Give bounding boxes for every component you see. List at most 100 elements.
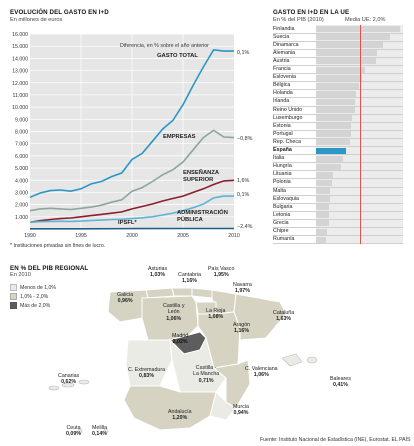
eu-country-label: Letonia xyxy=(273,211,291,218)
eu-country-label: Irlanda xyxy=(273,98,290,105)
eu-row-divider xyxy=(273,32,403,34)
region-pais-vasco[interactable] xyxy=(191,287,213,299)
eu-row-divider xyxy=(273,89,403,90)
eu-row-divider xyxy=(273,235,403,236)
eu-bar xyxy=(316,107,355,114)
y-tick-label: 15.000 xyxy=(12,44,28,50)
map-label-melilla: Melilla 0,14% xyxy=(92,425,108,438)
eu-country-label: Rep. Checa xyxy=(273,138,301,145)
eu-country-label: Eslovenia xyxy=(273,74,296,81)
region-melilla[interactable] xyxy=(103,428,109,434)
eu-country-label: Eslovaquia xyxy=(273,195,299,202)
eu-chart-title: GASTO EN I+D EN LA UE xyxy=(273,9,350,16)
eu-row-divider xyxy=(273,154,403,155)
eu-country-label: Holanda xyxy=(273,90,293,97)
eu-row-divider xyxy=(273,202,403,204)
y-tick-label: 13.000 xyxy=(12,69,28,75)
eu-bar xyxy=(316,171,334,178)
eu-country-label: Malta xyxy=(273,187,286,194)
legend-swatch-high xyxy=(10,302,17,309)
eu-bar xyxy=(316,42,383,49)
map-label-navarra: Navarra 1,97% xyxy=(233,282,252,295)
region-menorca[interactable] xyxy=(306,356,318,364)
map-label-la-rioja: La Rioja 1,08% xyxy=(206,308,226,321)
eu-row-divider xyxy=(273,81,403,82)
x-tick-label: 1990 xyxy=(24,233,36,239)
x-tick-label: 1995 xyxy=(75,233,87,239)
eu-bar xyxy=(316,82,360,89)
eu-bar xyxy=(316,115,352,122)
region-baleares[interactable] xyxy=(281,353,303,367)
label-admin-2: PÚBLICA xyxy=(177,217,203,223)
diff-annotation: Diferencia, en % sobre el año anterior xyxy=(120,43,209,49)
series-lines xyxy=(29,48,235,230)
series-line xyxy=(29,179,235,224)
series-line xyxy=(29,129,235,212)
y-tick-label: 10.000 xyxy=(12,105,28,111)
region-canarias-3[interactable] xyxy=(78,379,90,385)
eu-row-divider xyxy=(273,218,403,220)
eu-country-label: Finlandia xyxy=(273,25,295,32)
eu-country-label: Hungría xyxy=(273,163,292,170)
map-label-cantabria: Cantabria 1,16% xyxy=(178,272,201,285)
rd-chart-subtitle: En millones de euros xyxy=(10,17,63,23)
eu-row-divider xyxy=(273,178,403,179)
eu-bar xyxy=(316,131,351,138)
eu-bar xyxy=(316,34,391,41)
x-tick-label: 2005 xyxy=(177,233,189,239)
map-label-baleares: Baleares 0,41% xyxy=(330,376,351,389)
eu-row-divider xyxy=(273,137,403,139)
legend-swatch-mid xyxy=(10,293,17,300)
eu-bar xyxy=(316,188,330,195)
source-credit: Fuente: Instituto Nacional de Estadístic… xyxy=(260,437,411,443)
region-canarias-1[interactable] xyxy=(48,385,60,391)
map-label-canarias: Canarias 0,62% xyxy=(58,373,80,386)
spain-map xyxy=(48,287,318,434)
eu-media-label: Media UE: 2,0% xyxy=(345,17,386,23)
eu-country-label: Francia xyxy=(273,66,291,72)
eu-row-divider xyxy=(273,40,403,42)
pct-ensenanza: 1,6% xyxy=(237,178,250,184)
eu-row-divider xyxy=(273,48,403,50)
eu-row-divider xyxy=(273,186,403,187)
eu-bar xyxy=(316,50,378,57)
eu-bar xyxy=(316,236,327,243)
eu-media-line xyxy=(359,25,361,244)
region-cataluna[interactable] xyxy=(233,293,287,341)
eu-country-label: Dinamarca xyxy=(273,41,299,48)
eu-bar xyxy=(316,179,333,186)
label-ensenanza-2: SUPERIOR xyxy=(183,177,214,183)
region-cantabria[interactable] xyxy=(171,287,193,297)
region-ceuta[interactable] xyxy=(77,428,83,434)
eu-row-divider xyxy=(273,121,403,123)
y-tick-label: 7.000 xyxy=(15,142,28,148)
eu-row-divider xyxy=(273,146,403,147)
region-canarias-2[interactable] xyxy=(61,382,75,388)
eu-chart-subtitle: En % del PIB (2010) xyxy=(273,17,324,23)
eu-country-label: España xyxy=(273,147,292,153)
pct-gasto-total: 0,1% xyxy=(237,50,250,56)
map-label-galicia: Galicia 0,96% xyxy=(117,292,134,305)
eu-row-divider xyxy=(273,56,403,58)
y-tick-label: 14.000 xyxy=(12,56,28,62)
eu-country-label: Rumanía xyxy=(273,236,295,243)
legend-label-high: Más de 2,0% xyxy=(20,302,51,309)
y-tick-label: 5.000 xyxy=(15,166,28,172)
y-tick-label: 11.000 xyxy=(13,93,29,99)
pct-admin: 0,1% xyxy=(237,192,250,198)
eu-bar xyxy=(316,228,327,235)
y-tick-label: 4.000 xyxy=(15,178,28,184)
region-andalucia[interactable] xyxy=(123,385,217,431)
label-empresas: EMPRESAS xyxy=(163,134,196,140)
eu-row-divider xyxy=(273,227,403,228)
y-tick-label: 6.000 xyxy=(15,154,28,160)
eu-row-divider xyxy=(273,73,403,74)
eu-country-label: Portugal xyxy=(273,130,293,137)
eu-bar xyxy=(316,139,350,146)
region-castilla-leon[interactable] xyxy=(141,295,199,341)
label-admin-1: ADMINISTRACIÓN xyxy=(177,210,228,216)
regional-title: EN % DEL PIB REGIONAL xyxy=(10,265,89,272)
map-label-extremadura: C. Extremadura 0,83% xyxy=(128,367,166,380)
map-label-madrid: Madrid 2,02% xyxy=(172,333,189,346)
legend-swatch-low xyxy=(10,284,17,291)
